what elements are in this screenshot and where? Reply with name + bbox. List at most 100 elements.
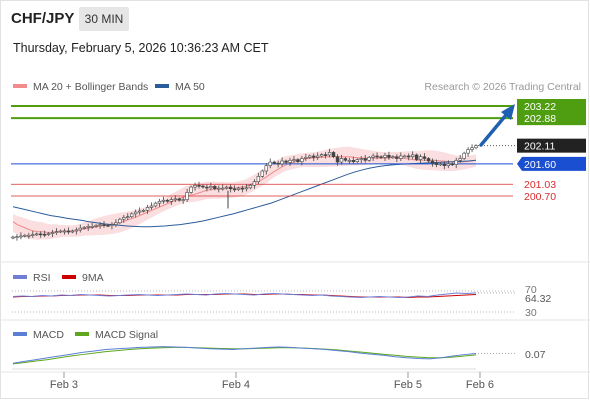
candle-body [252,181,257,186]
macd-legend-swatch [13,332,27,336]
candle-body [244,187,249,190]
candle-body [165,199,170,202]
candle-body [145,207,150,211]
candle-body [185,192,189,200]
candle-body [27,234,31,237]
candle-body [403,155,407,158]
pivot-label: 201.60 [524,159,556,171]
candle-body [39,233,43,236]
candle-body [201,185,205,188]
candle-body [236,187,241,190]
candle-body [232,188,237,191]
candle-body [197,184,201,187]
candle-body [466,149,470,154]
candle-body [442,163,447,166]
rsi-line [12,292,477,299]
candle-body [157,201,162,204]
rsi-legend-label: RSI [33,272,51,284]
candle-body [351,159,356,163]
candle-body [410,154,415,158]
candle-body [213,186,217,190]
macd-signal-line [12,346,477,365]
candle-body [189,186,193,193]
candle-body [430,160,435,164]
copyright-label: Research © 2026 Trading Central [424,81,581,93]
candle-body [205,186,209,189]
macd-line [12,346,477,364]
bollinger-band [13,146,476,240]
candle-body [399,155,403,159]
macd-legend-label: MACD [33,329,64,341]
candle-body [110,224,114,226]
candle-body [149,205,154,208]
candle-body [264,165,268,172]
datetime-label: Thursday, February 5, 2026 10:36:23 AM C… [13,41,269,55]
candle-body [359,158,363,160]
candle-body [260,170,265,177]
symbol-title: CHF/JPY [11,10,75,27]
candle-body [42,233,47,236]
candle-body [86,226,90,228]
candle-body [66,230,71,233]
candle-body [70,230,75,233]
candle-body [153,202,158,207]
candle-body [379,156,383,159]
candle-body [272,161,276,164]
candle-body [173,198,177,201]
candle-body [169,199,173,202]
candle-body [74,229,79,232]
candle-body [19,235,23,238]
last-price-label: 202.11 [524,141,555,153]
forecast-arrow-head [501,104,515,120]
candle-body [335,156,340,163]
x-label-feb4: Feb 4 [222,379,250,391]
candle-body [407,155,411,158]
candle-body [31,234,35,236]
candle-body [102,224,106,226]
candle-body [248,184,253,189]
candle-body [209,186,213,189]
candle-body [391,156,395,159]
candle-body [280,160,284,165]
forecast-arrow-shaft [479,113,508,147]
candle-body [46,233,51,235]
candle-body [122,217,126,220]
level-label-202.88: 202.88 [524,113,556,125]
candle-body [98,224,102,226]
candle-body [292,159,296,161]
candle-body [221,187,225,190]
candle-body [268,161,272,166]
candle-body [319,154,324,157]
candle-body [94,224,98,227]
candle-body [308,155,312,158]
x-label-feb6: Feb 6 [466,379,494,391]
candle-body [304,157,308,159]
level-label-203.22: 203.22 [524,101,556,113]
candle-body [426,158,431,162]
candle-body [383,154,387,158]
timeframe-button[interactable]: 30 MIN [79,7,129,31]
candle-body [300,158,304,163]
candle-body [312,155,316,158]
candle-body [284,160,288,163]
candle-body [15,236,19,239]
support-label-200.70: 200.70 [524,191,556,203]
candle-body [256,176,261,183]
candle-body [11,236,15,239]
candle-body [422,156,427,159]
macd-value-label: 0.07 [525,349,546,361]
candle-body [371,155,375,158]
candle-body [181,199,185,201]
x-label-feb3: Feb 3 [50,379,78,391]
x-label-feb5: Feb 5 [394,379,422,391]
candle-body [316,155,320,158]
candle-body [78,227,82,231]
rsi-panel [12,290,516,313]
rsi-ma-legend-swatch [62,275,76,279]
last-price-tag [517,138,586,153]
candle-body [434,162,439,165]
candle-body [375,155,379,158]
candle-body [217,187,221,190]
candle-body [446,163,450,166]
